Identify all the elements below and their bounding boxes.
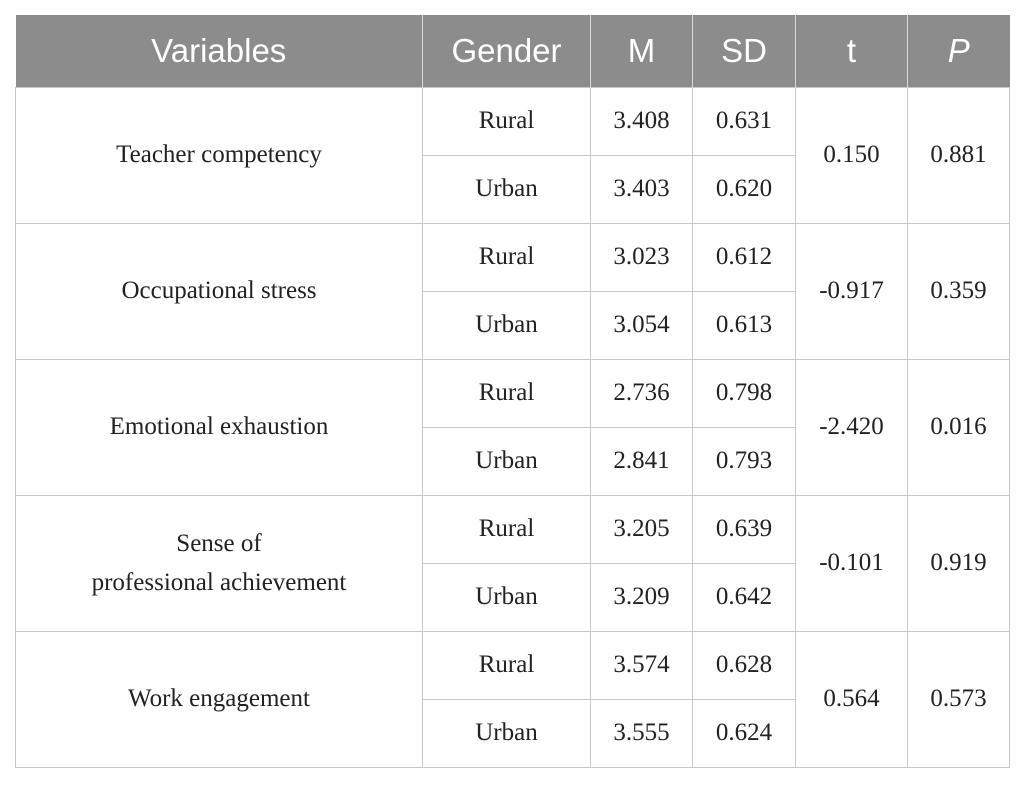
gender-cell: Urban bbox=[422, 699, 591, 768]
header-sd: SD bbox=[692, 15, 796, 88]
p-value-cell: 0.881 bbox=[907, 87, 1010, 224]
mean-cell: 3.209 bbox=[590, 563, 693, 632]
table-row: Occupational stress Rural 3.023 0.612 -0.917… bbox=[15, 223, 1010, 360]
mean-cell: 3.574 bbox=[590, 631, 693, 700]
mean-cell: 2.736 bbox=[590, 359, 693, 428]
mean-cell: 3.408 bbox=[590, 87, 693, 156]
p-value-cell: 0.359 bbox=[907, 223, 1010, 360]
mean-cell: 3.555 bbox=[590, 699, 693, 768]
sd-cell: 0.620 bbox=[692, 155, 796, 224]
sd-cell: 0.612 bbox=[692, 223, 796, 292]
sd-cell: 0.628 bbox=[692, 631, 796, 700]
gender-cell: Urban bbox=[422, 427, 591, 496]
sd-cell: 0.613 bbox=[692, 291, 796, 360]
table-header: Variables Gender M SD t P bbox=[15, 15, 1010, 88]
sd-cell: 0.639 bbox=[692, 495, 796, 564]
header-p: P bbox=[907, 15, 1010, 88]
variable-cell: Work engagement bbox=[15, 631, 423, 768]
table-row: Sense of professional achievement Rural 3.2… bbox=[15, 495, 1010, 632]
header-variables: Variables bbox=[15, 15, 423, 88]
table-row: Urban 3.555 0.624 bbox=[16, 699, 1010, 768]
sd-cell: 0.793 bbox=[692, 427, 796, 496]
t-value-cell: -0.917 bbox=[795, 223, 908, 360]
table-body: Teacher competency Rural 3.408 0.631 0.150 0.… bbox=[15, 87, 1010, 768]
table-row: Work engagement Rural 3.574 0.628 0.564 0.573 bbox=[15, 631, 1010, 768]
header-t: t bbox=[795, 15, 908, 88]
mean-cell: 3.403 bbox=[590, 155, 693, 224]
table-row: Urban 3.403 0.620 bbox=[16, 155, 1010, 224]
mean-cell: 3.205 bbox=[590, 495, 693, 564]
table-row: Teacher competency Rural 3.408 0.631 0.150 0.… bbox=[15, 87, 1010, 224]
gender-cell: Rural bbox=[422, 87, 591, 156]
comparison-table: Variables Gender M SD t P Teacher compet… bbox=[15, 15, 1010, 768]
sd-cell: 0.798 bbox=[692, 359, 796, 428]
mean-cell: 3.054 bbox=[590, 291, 693, 360]
t-value-cell: -0.101 bbox=[795, 495, 908, 632]
header-row: Variables Gender M SD t P bbox=[15, 15, 1010, 88]
header-gender: Gender bbox=[422, 15, 591, 88]
t-value-cell: 0.150 bbox=[795, 87, 908, 224]
variable-cell: Teacher competency bbox=[15, 87, 423, 224]
p-value-cell: 0.919 bbox=[907, 495, 1010, 632]
header-mean: M bbox=[590, 15, 693, 88]
gender-cell: Urban bbox=[422, 563, 591, 632]
variable-cell: Occupational stress bbox=[15, 223, 423, 360]
sd-cell: 0.624 bbox=[692, 699, 796, 768]
table-row: Urban 3.209 0.642 bbox=[16, 563, 1010, 632]
mean-cell: 3.023 bbox=[590, 223, 693, 292]
gender-cell: Rural bbox=[422, 359, 591, 428]
p-value-cell: 0.016 bbox=[907, 359, 1010, 496]
gender-cell: Urban bbox=[422, 291, 591, 360]
t-value-cell: -2.420 bbox=[795, 359, 908, 496]
variable-cell: Emotional exhaustion bbox=[15, 359, 423, 496]
variable-cell: Sense of professional achievement bbox=[15, 495, 423, 632]
gender-cell: Rural bbox=[422, 631, 591, 700]
gender-cell: Rural bbox=[422, 223, 591, 292]
p-value-cell: 0.573 bbox=[907, 631, 1010, 768]
t-value-cell: 0.564 bbox=[795, 631, 908, 768]
sd-cell: 0.631 bbox=[692, 87, 796, 156]
mean-cell: 2.841 bbox=[590, 427, 693, 496]
gender-cell: Rural bbox=[422, 495, 591, 564]
sd-cell: 0.642 bbox=[692, 563, 796, 632]
gender-cell: Urban bbox=[422, 155, 591, 224]
table-row: Emotional exhaustion Rural 2.736 0.798 -2.42… bbox=[15, 359, 1010, 496]
